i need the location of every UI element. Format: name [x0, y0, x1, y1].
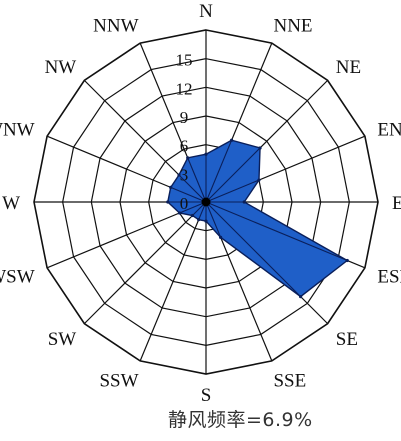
- radial-tick-label: 6: [180, 137, 189, 156]
- direction-label-s: S: [201, 385, 212, 406]
- direction-label-nnw: NNW: [93, 16, 138, 37]
- radial-tick-label: 3: [180, 165, 189, 184]
- direction-label-sw: SW: [48, 329, 77, 350]
- direction-label-ne: NE: [336, 57, 361, 78]
- direction-label-ssw: SSW: [99, 370, 138, 391]
- radial-tick-label: 15: [176, 51, 193, 70]
- data-point-nw: [177, 173, 181, 177]
- data-point-e: [242, 200, 246, 204]
- radial-tick-label: 9: [180, 108, 189, 127]
- calm-frequency-note: 静风频率=6.9%: [168, 409, 313, 431]
- data-spoke-wsw: [179, 201, 207, 214]
- data-point-s: [204, 219, 208, 223]
- wind-frequency-series: [166, 138, 349, 299]
- radial-tick-labels: 0 3 6 9 12 15: [176, 51, 193, 213]
- data-point-sse: [219, 235, 223, 239]
- direction-label-w: W: [2, 193, 20, 214]
- data-point-nne: [229, 138, 234, 142]
- data-point-wsw: [177, 211, 182, 215]
- direction-label-se: SE: [336, 329, 358, 350]
- direction-label-nw: NW: [45, 57, 77, 78]
- data-spoke-se: [205, 201, 301, 297]
- data-spoke-sse: [205, 201, 222, 238]
- data-spoke-nw: [178, 174, 207, 203]
- data-point-ese: [345, 258, 349, 263]
- wind-frequency-area: [167, 139, 349, 298]
- direction-label-wsw: WSW: [0, 266, 35, 287]
- data-spoke-nnw: [187, 157, 207, 203]
- direction-label-n: N: [199, 1, 213, 22]
- direction-label-e: E: [392, 193, 401, 214]
- data-spoke-wnw: [170, 186, 207, 203]
- data-point-ene: [257, 178, 261, 182]
- data-spoke-nne: [205, 139, 233, 203]
- direction-label-ene: ENE: [377, 120, 401, 141]
- direction-label-ese: ESE: [377, 266, 401, 287]
- spoke-ssw: [139, 201, 207, 362]
- data-spoke-ese: [205, 201, 348, 262]
- radial-tick-label: 0: [180, 194, 189, 213]
- data-point-sw: [190, 213, 195, 218]
- radial-tick-label: 12: [176, 79, 193, 98]
- data-point-nnw: [186, 156, 190, 160]
- data-point-n: [204, 152, 208, 156]
- data-point-w: [166, 200, 170, 204]
- direction-label-nne: NNE: [273, 16, 312, 37]
- center-dot: [201, 197, 211, 207]
- direction-label-wnw: WNW: [0, 120, 35, 141]
- direction-labels: N NNE NE ENE E ESE SE SSE S SSW SW WSW W WNW NW NNW: [0, 1, 401, 406]
- data-spoke-ne: [205, 147, 261, 203]
- spoke-sw: [83, 201, 207, 325]
- data-point-ssw: [197, 218, 201, 222]
- data-point-se: [298, 294, 303, 299]
- data-point-wnw: [169, 185, 173, 189]
- data-point-ne: [258, 146, 262, 150]
- data-spoke-ene: [205, 179, 260, 203]
- direction-label-sse: SSE: [273, 370, 306, 391]
